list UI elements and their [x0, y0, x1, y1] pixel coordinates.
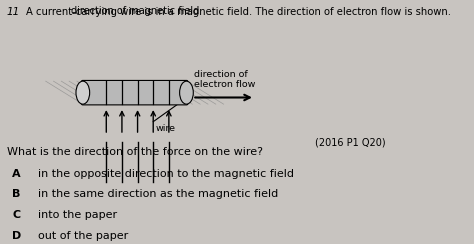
- Text: What is the direction of the force on the wire?: What is the direction of the force on th…: [7, 147, 263, 157]
- Text: C: C: [12, 210, 20, 220]
- Text: A: A: [12, 169, 21, 179]
- Text: direction of
electron flow: direction of electron flow: [194, 70, 255, 89]
- Text: out of the paper: out of the paper: [38, 231, 128, 241]
- Text: D: D: [12, 231, 22, 241]
- Text: B: B: [12, 189, 21, 199]
- Text: wire: wire: [155, 124, 175, 133]
- Text: direction of magnetic field: direction of magnetic field: [72, 6, 200, 16]
- Text: into the paper: into the paper: [38, 210, 117, 220]
- Text: (2016 P1 Q20): (2016 P1 Q20): [315, 137, 386, 147]
- Ellipse shape: [76, 81, 90, 104]
- Ellipse shape: [180, 81, 193, 104]
- Text: A current-carrying wire is in a magnetic field. The direction of electron flow i: A current-carrying wire is in a magnetic…: [26, 7, 451, 17]
- FancyBboxPatch shape: [82, 81, 188, 105]
- Text: 11: 11: [7, 7, 20, 17]
- Text: in the same direction as the magnetic field: in the same direction as the magnetic fi…: [38, 189, 278, 199]
- Text: in the opposite direction to the magnetic field: in the opposite direction to the magneti…: [38, 169, 294, 179]
